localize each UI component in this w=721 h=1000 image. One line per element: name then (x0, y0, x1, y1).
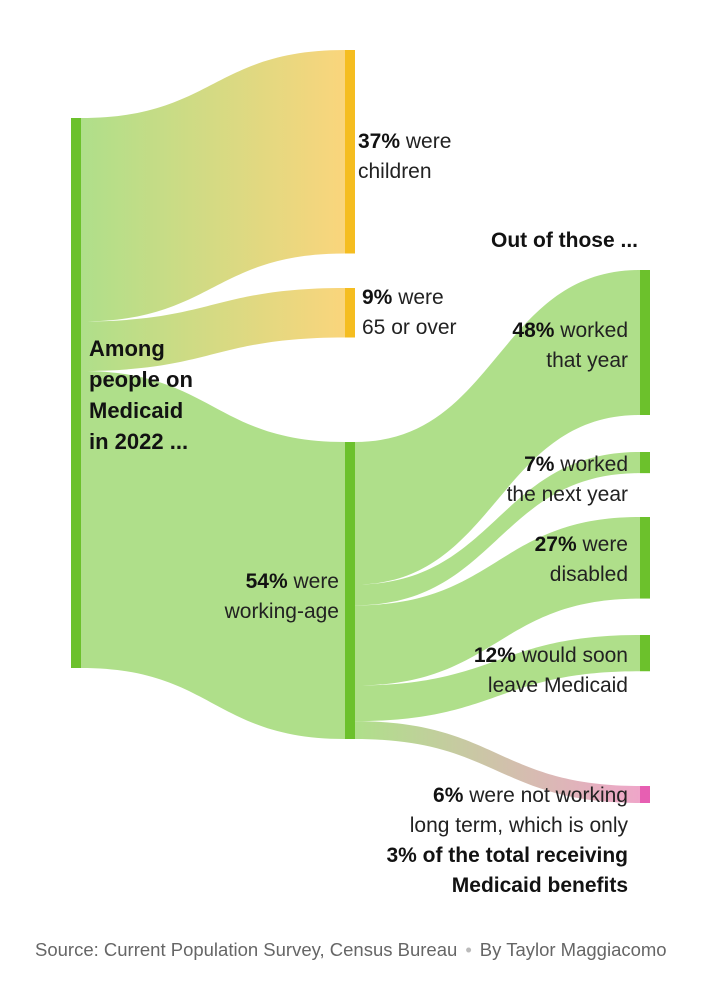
flow-leave-medicaid (355, 635, 640, 722)
label-not-working: 6% were not working long term, which is … (386, 784, 628, 897)
label-leave-medicaid: 12% would soon leave Medicaid (473, 644, 628, 697)
flow-worked-next-year (355, 452, 640, 606)
node-leave-medicaid (640, 635, 650, 672)
flow-children (81, 50, 345, 322)
source-text: Source: Current Population Survey, Censu… (35, 939, 458, 960)
flow-worked-that-year (355, 270, 640, 585)
label-worked-next-year: 7% worked the next year (506, 453, 628, 506)
flow-not-working (355, 721, 640, 803)
label-65-or-over: 9% were 65 or over (362, 286, 457, 339)
node-root (71, 118, 81, 668)
node-working-age (345, 442, 355, 739)
node-worked-next-year (640, 452, 650, 474)
label-worked-that-year: 48% worked that year (512, 319, 628, 372)
root-label: Among people on Medicaid in 2022 ... (89, 336, 193, 454)
flow-working-age (81, 371, 345, 739)
flow-disabled (355, 517, 640, 686)
node-children (345, 50, 355, 254)
subheading: Out of those ... (491, 229, 638, 252)
label-disabled: 27% were disabled (534, 533, 628, 586)
label-working-age: 54% were working-age (224, 570, 339, 623)
flow-65-or-over (81, 288, 345, 371)
separator-dot: • (465, 939, 472, 960)
sankey-chart (71, 50, 650, 803)
byline: By Taylor Maggiacomo (479, 939, 667, 960)
node-65-or-over (345, 288, 355, 338)
source-footer: Source: Current Population Survey, Censu… (35, 935, 675, 965)
node-disabled (640, 517, 650, 599)
label-children: 37% were children (358, 130, 452, 183)
node-worked-that-year (640, 270, 650, 415)
node-not-working (640, 786, 650, 803)
